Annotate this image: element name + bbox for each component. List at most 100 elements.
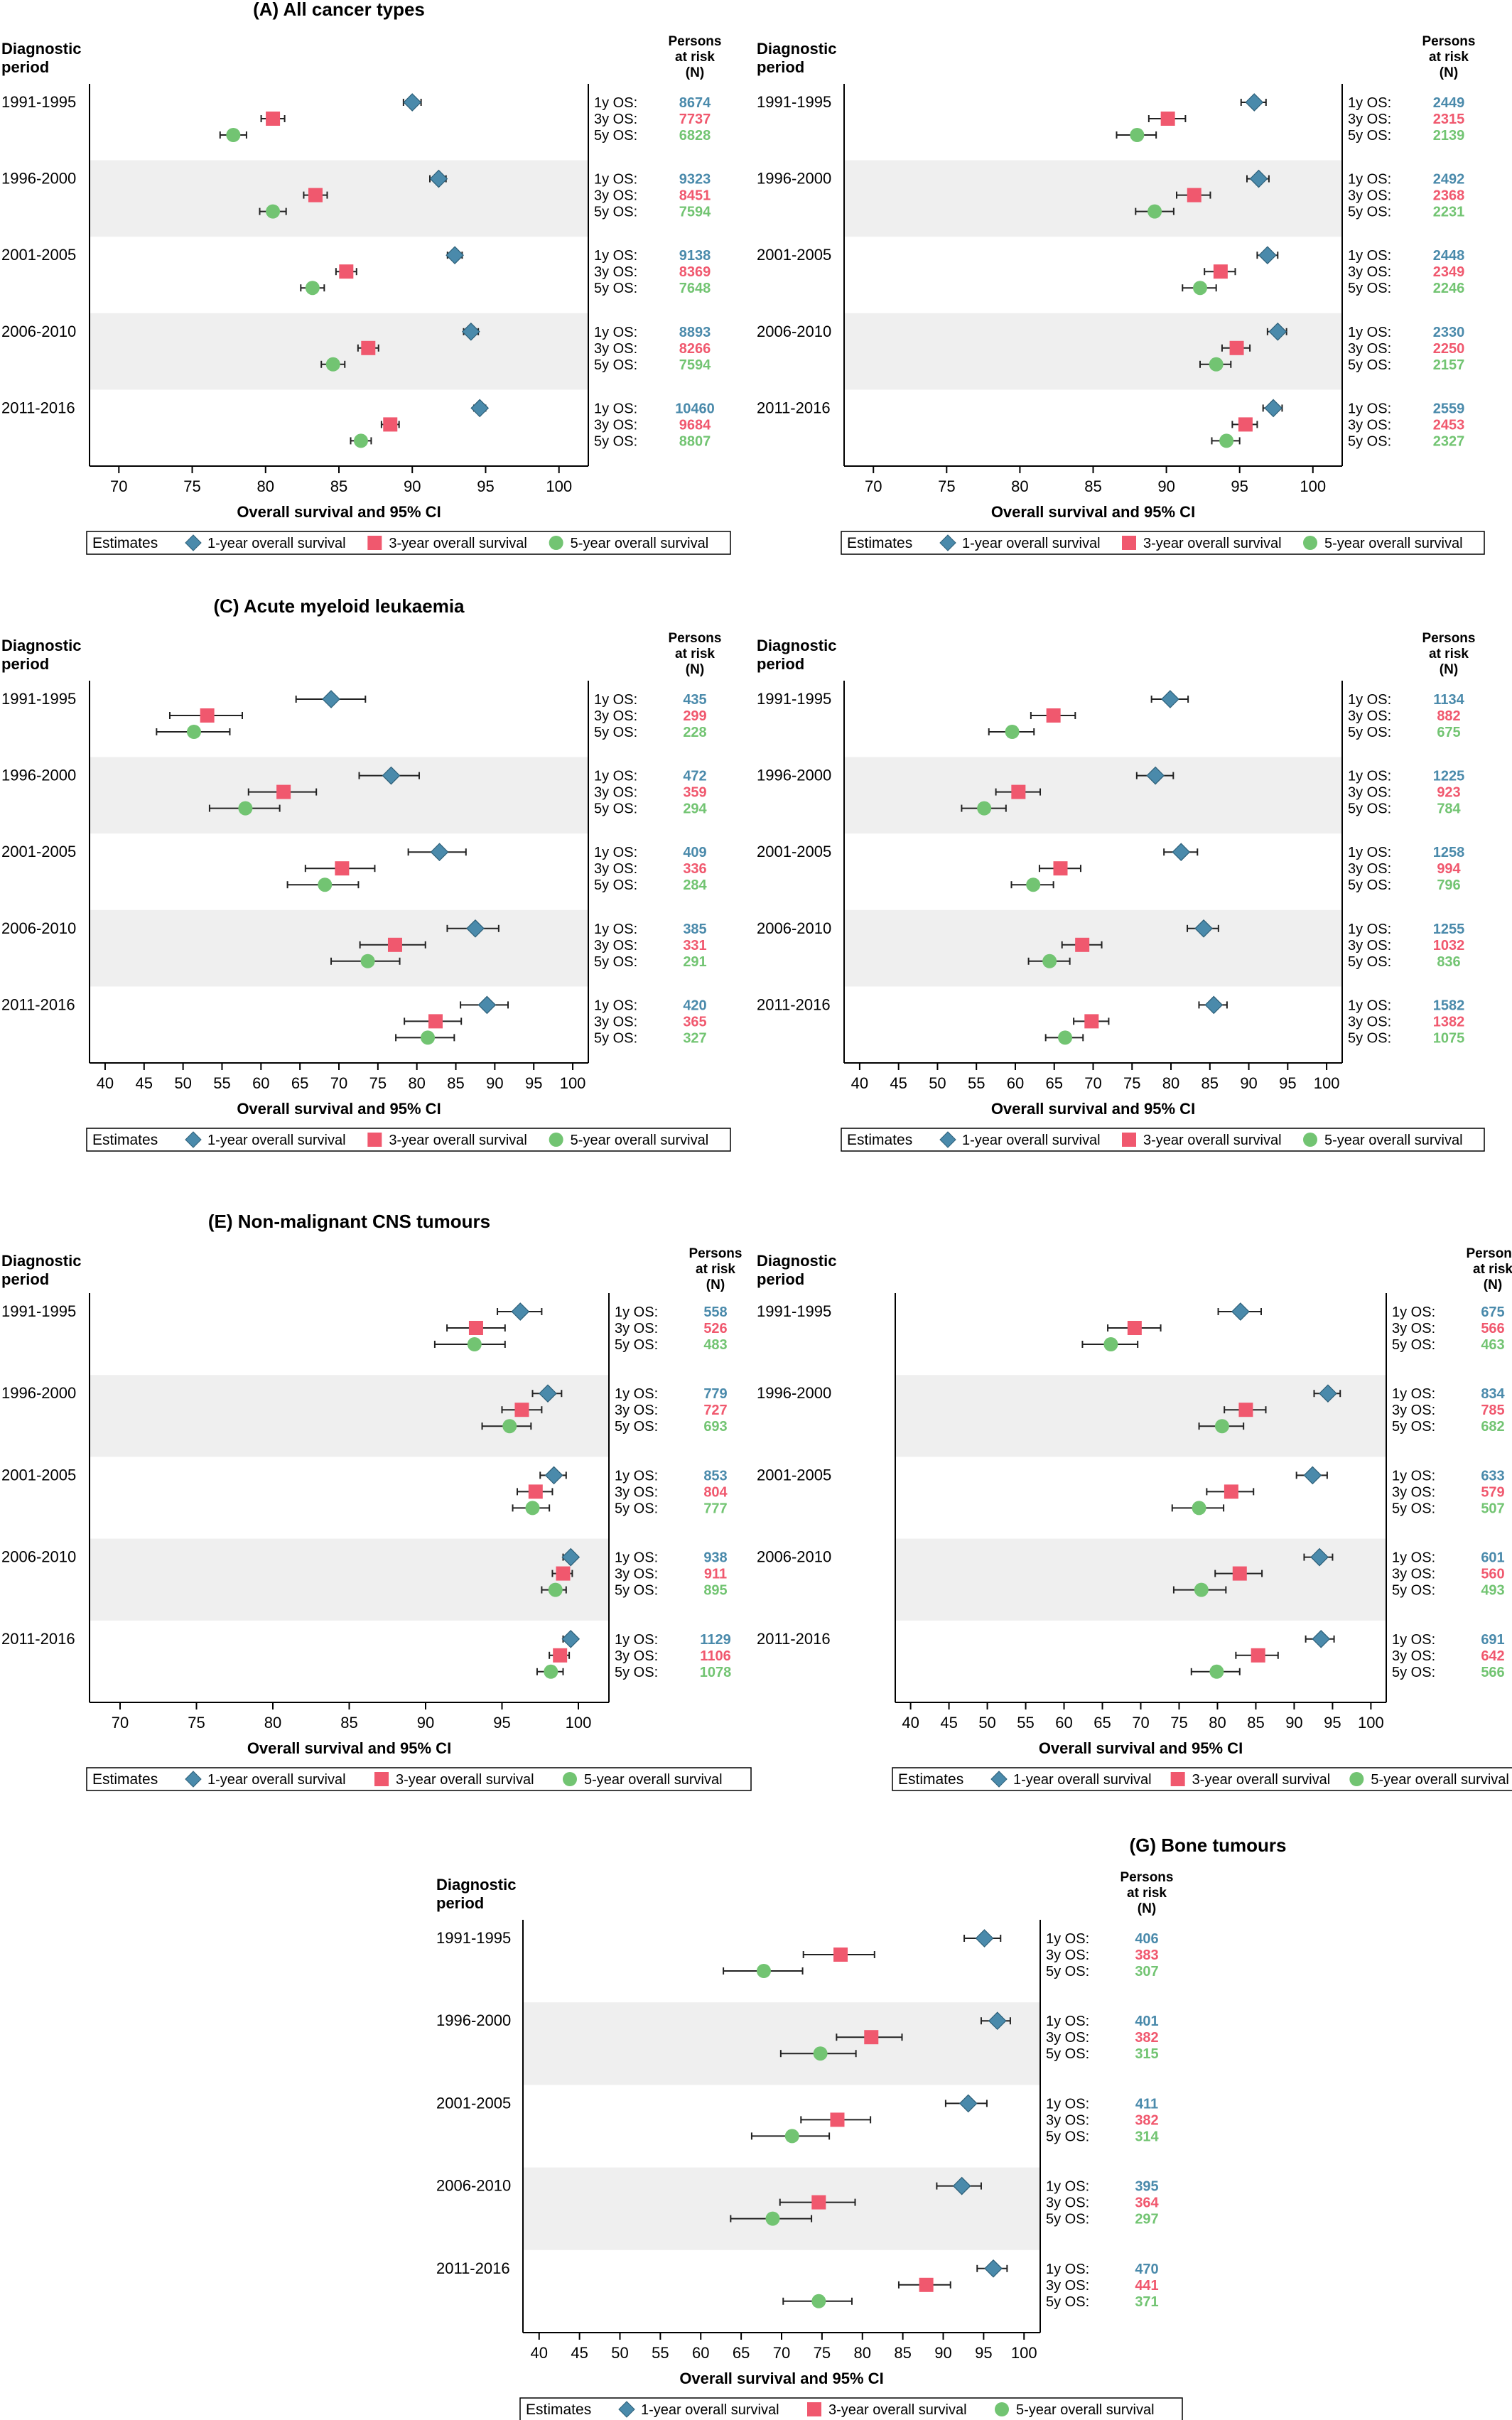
os-label: 1y OS: xyxy=(594,401,637,416)
period-label: 2011-2016 xyxy=(757,1630,831,1648)
os-label: 1y OS: xyxy=(1348,922,1391,937)
at-risk-value: 682 xyxy=(1481,1419,1504,1435)
at-risk-value: 2327 xyxy=(1433,433,1465,449)
point-marker-5y xyxy=(1219,433,1234,448)
os-label: 3y OS: xyxy=(594,341,637,357)
at-risk-value: 882 xyxy=(1437,708,1460,724)
legend-marker-square-icon xyxy=(1122,536,1136,550)
os-label: 5y OS: xyxy=(615,1419,658,1435)
os-label: 3y OS: xyxy=(594,785,637,801)
os-label: 5y OS: xyxy=(1392,1665,1435,1680)
legend-title: Estimates xyxy=(526,2402,591,2418)
os-label: 1y OS: xyxy=(1392,1468,1435,1484)
legend-item-label: 1-year overall survival xyxy=(962,536,1101,551)
x-tick-label: 90 xyxy=(486,1074,503,1092)
legend-marker-diamond-icon xyxy=(185,534,202,551)
at-risk-value: 409 xyxy=(683,845,706,860)
x-tick-label: 80 xyxy=(1162,1074,1179,1092)
at-risk-value: 470 xyxy=(1135,2262,1158,2277)
at-risk-value: 895 xyxy=(703,1583,727,1599)
at-risk-value: 8451 xyxy=(679,188,711,204)
row-header-line: Diagnostic xyxy=(757,637,836,654)
at-risk-value: 1225 xyxy=(1433,769,1465,784)
os-label: 3y OS: xyxy=(594,188,637,204)
period-label: 1991-1995 xyxy=(1,93,76,111)
point-marker-5y xyxy=(186,725,201,739)
point-marker-5y xyxy=(325,357,340,372)
legend-marker-square-icon xyxy=(807,2402,821,2416)
point-marker-3y xyxy=(514,1403,529,1417)
legend-title: Estimates xyxy=(898,1771,963,1788)
at-risk-value: 507 xyxy=(1481,1501,1504,1516)
os-label: 1y OS: xyxy=(1392,1632,1435,1648)
at-risk-value: 675 xyxy=(1481,1304,1504,1320)
point-marker-1y xyxy=(1204,995,1224,1015)
point-marker-5y xyxy=(421,1030,436,1045)
point-marker-3y xyxy=(276,784,291,799)
x-tick-label: 100 xyxy=(546,477,572,495)
point-marker-1y xyxy=(1268,322,1287,341)
point-marker-5y xyxy=(1005,725,1020,739)
row-header-line: period xyxy=(757,58,804,76)
legend-item-label: 5-year overall survival xyxy=(584,1772,723,1788)
os-label: 1y OS: xyxy=(594,172,637,188)
point-marker-5y xyxy=(1026,877,1041,892)
legend-marker-circle-icon xyxy=(1303,1133,1317,1147)
at-risk-value: 385 xyxy=(683,922,706,937)
x-tick-label: 55 xyxy=(652,2344,669,2362)
at-risk-value: 2315 xyxy=(1433,112,1465,127)
legend-item-label: 1-year overall survival xyxy=(207,536,346,551)
point-marker-3y xyxy=(919,2277,934,2292)
at-risk-value: 7594 xyxy=(679,205,711,220)
os-label: 5y OS: xyxy=(594,128,637,144)
point-marker-3y xyxy=(387,937,402,952)
period-label: 2006-2010 xyxy=(1,323,76,340)
os-label: 1y OS: xyxy=(594,922,637,937)
os-label: 3y OS: xyxy=(594,708,637,724)
legend-marker-diamond-icon xyxy=(939,534,956,551)
point-marker-3y xyxy=(1127,1321,1142,1335)
at-risk-value: 2448 xyxy=(1433,248,1465,264)
row-stripe xyxy=(523,2002,1040,2085)
x-tick-label: 60 xyxy=(252,1074,269,1092)
legend-item-label: 5-year overall survival xyxy=(1324,536,1463,551)
point-marker-3y xyxy=(528,1484,543,1499)
at-risk-value: 526 xyxy=(703,1321,727,1336)
os-label: 3y OS: xyxy=(1348,417,1391,433)
x-tick-label: 75 xyxy=(1170,1714,1187,1732)
legend-marker-diamond-icon xyxy=(618,2401,635,2418)
period-label: 1991-1995 xyxy=(1,690,76,708)
os-label: 3y OS: xyxy=(1348,938,1391,954)
legend-item-label: 3-year overall survival xyxy=(1143,1133,1282,1148)
point-marker-5y xyxy=(756,1964,771,1978)
at-risk-value: 853 xyxy=(703,1468,727,1484)
at-risk-value: 796 xyxy=(1437,877,1460,893)
x-tick-label: 80 xyxy=(1011,477,1028,495)
point-marker-1y xyxy=(975,1929,994,1948)
period-label: 2011-2016 xyxy=(1,399,75,416)
legend-title: Estimates xyxy=(92,1132,158,1148)
at-risk-value: 1255 xyxy=(1433,922,1465,937)
point-marker-1y xyxy=(1231,1302,1250,1321)
legend-item-label: 5-year overall survival xyxy=(1324,1133,1463,1148)
os-label: 3y OS: xyxy=(1348,264,1391,280)
row-stripe xyxy=(90,313,588,390)
x-tick-label: 90 xyxy=(1157,477,1174,495)
point-marker-5y xyxy=(548,1582,563,1597)
point-marker-3y xyxy=(864,2030,879,2045)
legend-item-label: 5-year overall survival xyxy=(1016,2402,1155,2418)
os-label: 5y OS: xyxy=(594,205,637,220)
point-marker-3y xyxy=(1084,1014,1099,1029)
legend-marker-circle-icon xyxy=(549,1133,563,1147)
risk-header-line: (N) xyxy=(686,662,704,677)
os-label: 1y OS: xyxy=(615,1468,658,1484)
point-marker-5y xyxy=(1194,1582,1209,1597)
at-risk-value: 633 xyxy=(1481,1468,1504,1484)
legend-marker-circle-icon xyxy=(549,536,563,550)
legend-item-label: 1-year overall survival xyxy=(641,2402,779,2418)
os-label: 5y OS: xyxy=(594,433,637,449)
point-marker-3y xyxy=(308,188,323,202)
